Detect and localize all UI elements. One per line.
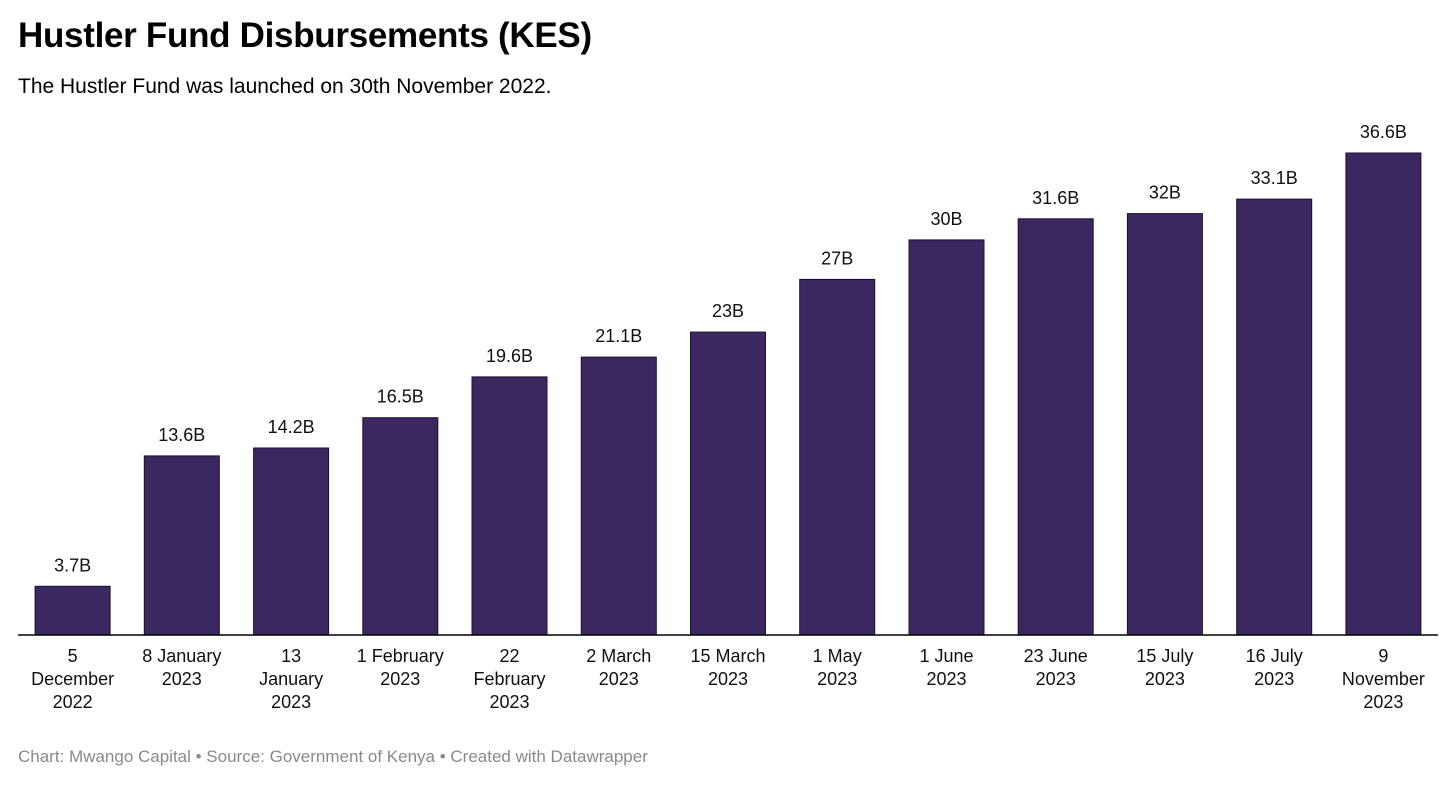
labels-layer: 3.7B 5 December 2022 13.6B 8 January 2023 14.2B… — [31, 122, 1425, 712]
x-tick-label-4: 22 February 2023 — [473, 646, 545, 712]
x-tick-label-11: 16 July 2023 — [1246, 646, 1303, 689]
data-label-5: 21.1B — [595, 326, 642, 346]
x-tick-label-2: 13 January 2023 — [259, 646, 323, 712]
data-label-4: 19.6B — [486, 346, 533, 366]
x-tick-label-3: 1 February 2023 — [357, 646, 444, 689]
bar-4 — [471, 376, 548, 636]
bar-11 — [1236, 198, 1313, 636]
data-label-3: 16.5B — [377, 387, 424, 407]
chart-title: Hustler Fund Disbursements (KES) — [18, 16, 592, 55]
bar-0 — [34, 585, 111, 636]
data-label-1: 13.6B — [158, 425, 205, 445]
bar-3 — [362, 417, 439, 636]
x-tick-label-1: 8 January 2023 — [142, 646, 221, 689]
data-label-11: 33.1B — [1251, 168, 1298, 188]
x-tick-label-9: 23 June 2023 — [1024, 646, 1088, 689]
x-tick-label-7: 1 May 2023 — [813, 646, 862, 689]
chart-subtitle: The Hustler Fund was launched on 30th No… — [18, 75, 552, 98]
data-label-2: 14.2B — [268, 417, 315, 437]
x-tick-label-10: 15 July 2023 — [1136, 646, 1193, 689]
bar-10 — [1126, 213, 1203, 636]
bar-7 — [799, 278, 876, 636]
data-label-7: 27B — [821, 248, 853, 268]
data-label-10: 32B — [1149, 183, 1181, 203]
x-tick-label-5: 2 March 2023 — [586, 646, 651, 689]
data-label-12: 36.6B — [1360, 122, 1407, 142]
bar-8 — [908, 239, 985, 636]
x-tick-label-6: 15 March 2023 — [690, 646, 765, 689]
bar-12 — [1345, 152, 1422, 636]
chart-footer-credit: Chart: Mwango Capital • Source: Governme… — [18, 747, 648, 766]
data-label-8: 30B — [930, 209, 962, 229]
bar-9 — [1017, 218, 1094, 636]
bars-layer — [34, 152, 1422, 636]
data-label-0: 3.7B — [54, 555, 91, 575]
data-label-9: 31.6B — [1032, 188, 1079, 208]
bar-5 — [580, 356, 657, 636]
x-tick-label-8: 1 June 2023 — [919, 646, 973, 689]
bar-chart: 3.7B 5 December 2022 13.6B 8 January 2023 14.2B… — [18, 122, 1438, 712]
x-tick-label-12: 9 November 2023 — [1342, 646, 1425, 712]
bar-6 — [690, 331, 766, 636]
x-tick-label-0: 5 December 2022 — [31, 646, 114, 712]
bar-1 — [143, 455, 220, 636]
bar-2 — [253, 447, 330, 636]
data-label-6: 23B — [712, 301, 744, 321]
